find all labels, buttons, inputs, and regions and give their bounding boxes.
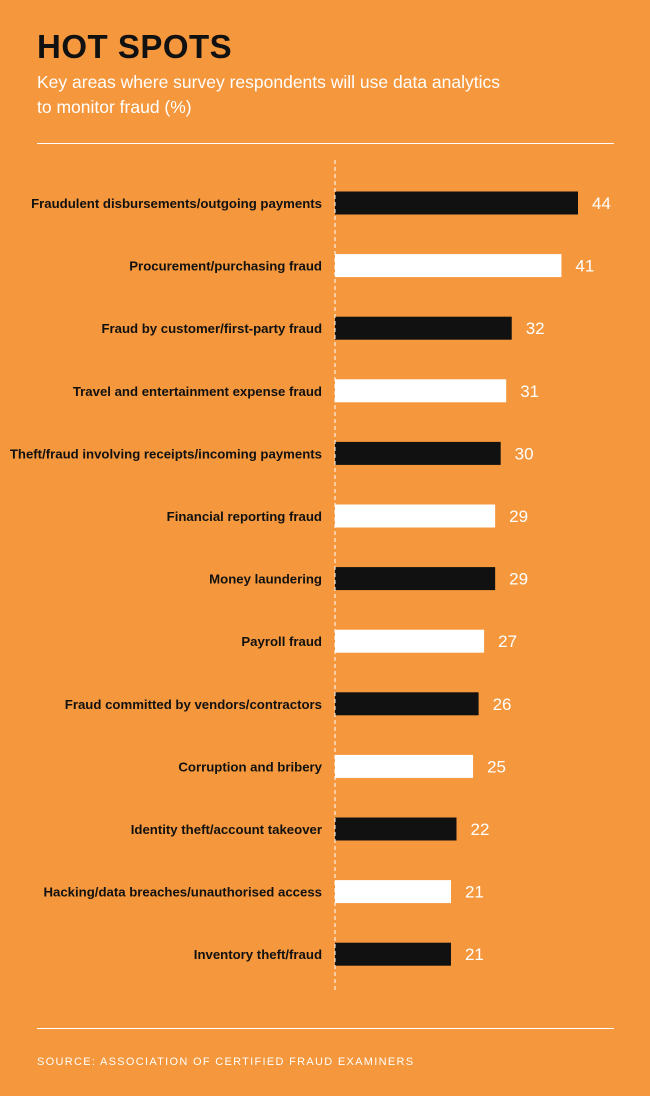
- category-label: Procurement/purchasing fraud: [129, 259, 322, 274]
- chart-subtitle: Key areas where survey respondents will …: [37, 72, 501, 117]
- bar: [335, 254, 562, 278]
- category-label: Financial reporting fraud: [167, 509, 322, 524]
- value-label: 21: [465, 883, 484, 902]
- category-label: Fraud by customer/first-party fraud: [101, 321, 322, 336]
- chart-title: HOT SPOTS: [37, 28, 233, 65]
- value-label: 32: [526, 319, 545, 338]
- bar: [335, 817, 457, 841]
- value-label: 41: [575, 257, 594, 276]
- category-label: Inventory theft/fraud: [194, 947, 322, 962]
- bar: [335, 880, 451, 904]
- bar: [335, 629, 485, 653]
- bar: [335, 441, 501, 465]
- bar: [335, 504, 496, 528]
- source-note: SOURCE: ASSOCIATION OF CERTIFIED FRAUD E…: [37, 1056, 415, 1068]
- category-label: Fraud committed by vendors/contractors: [65, 697, 322, 712]
- category-label: Travel and entertainment expense fraud: [73, 384, 322, 399]
- value-label: 29: [509, 570, 528, 589]
- value-label: 22: [471, 820, 490, 839]
- bar: [335, 316, 512, 340]
- category-label: Identity theft/account takeover: [131, 822, 322, 837]
- bar: [335, 191, 578, 215]
- value-label: 25: [487, 757, 506, 776]
- value-label: 31: [520, 382, 539, 401]
- bar: [335, 567, 496, 591]
- bar: [335, 942, 451, 966]
- value-label: 29: [509, 507, 528, 526]
- bar: [335, 754, 474, 778]
- bar: [335, 379, 507, 403]
- category-label: Theft/fraud involving receipts/incoming …: [10, 446, 322, 461]
- value-label: 30: [515, 444, 534, 463]
- value-label: 26: [493, 695, 512, 714]
- value-label: 21: [465, 945, 484, 964]
- category-label: Corruption and bribery: [178, 759, 322, 774]
- bottom-divider: [37, 1028, 614, 1029]
- bar: [335, 692, 479, 716]
- category-label: Fraudulent disbursements/outgoing paymen…: [31, 196, 322, 211]
- category-label: Payroll fraud: [241, 634, 322, 649]
- category-label: Money laundering: [209, 572, 322, 587]
- value-label: 44: [592, 194, 611, 213]
- value-label: 27: [498, 632, 517, 651]
- top-divider: [37, 143, 614, 144]
- category-label: Hacking/data breaches/unauthorised acces…: [43, 885, 322, 900]
- bar-chart: Fraudulent disbursements/outgoing paymen…: [10, 160, 611, 993]
